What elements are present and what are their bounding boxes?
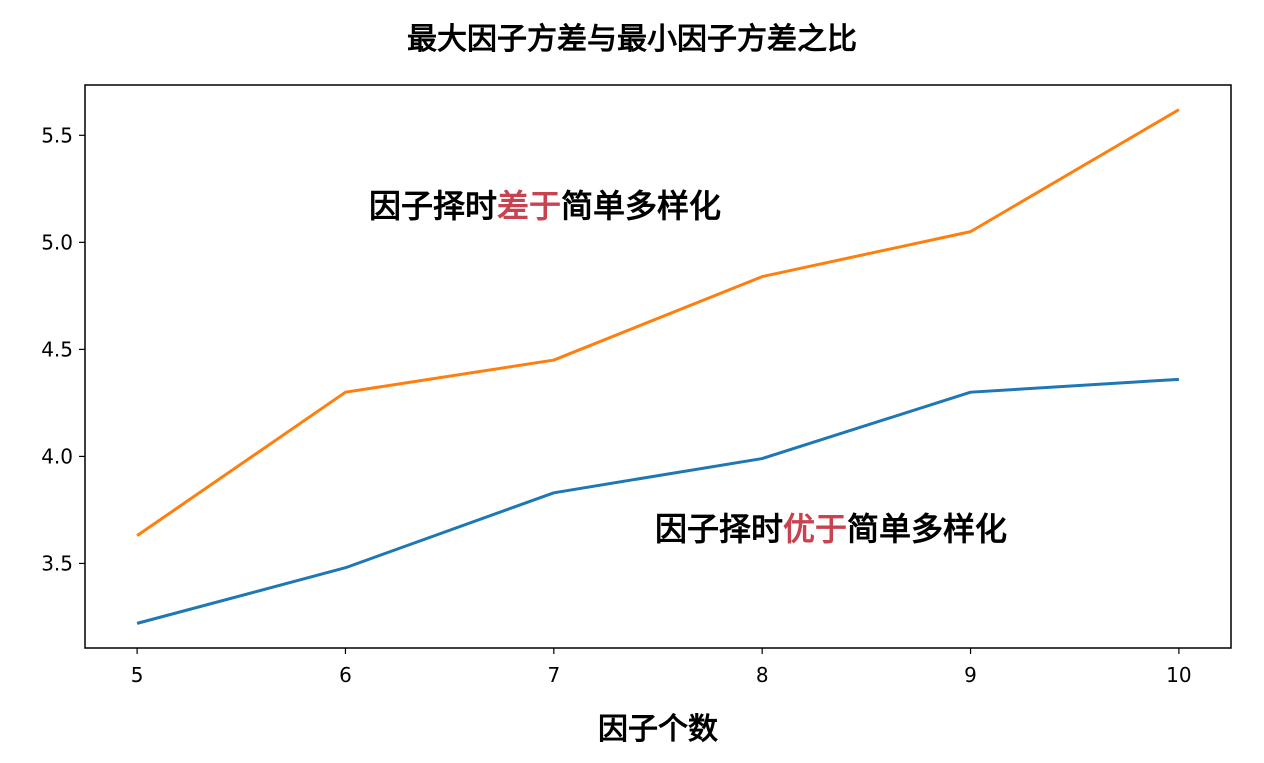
annotation-upper-highlight: 差于 [497,187,562,225]
x-axis-label: 因子个数 [598,712,718,747]
x-tick-label: 7 [547,663,560,687]
annotation-upper-pre: 因子择时 [369,187,498,225]
annotation-lower-highlight: 优于 [783,510,848,548]
annotation-lower-post: 简单多样化 [847,510,1008,548]
series-line-2 [136,108,1180,537]
y-tick-label: 3.5 [41,551,73,575]
x-tick-label: 10 [1166,663,1191,687]
annotation-upper-post: 简单多样化 [561,187,722,225]
annotation-upper: 因子择时差于简单多样化 [369,181,721,227]
chart-title: 最大因子方差与最小因子方差之比 [407,22,857,57]
plot-area-frame [84,84,1232,649]
x-tick-label: 6 [339,663,352,687]
series-line-1 [136,377,1180,625]
y-tick-label: 5.0 [41,230,73,254]
y-tick-label: 5.5 [41,123,73,147]
x-tick-label: 8 [756,663,769,687]
y-tick-label: 4.5 [41,337,73,361]
x-tick-label: 9 [964,663,977,687]
annotation-lower-pre: 因子择时 [655,510,784,548]
y-tick-label: 4.0 [41,444,73,468]
annotation-lower: 因子择时优于简单多样化 [655,504,1007,550]
x-tick-label: 5 [131,663,144,687]
